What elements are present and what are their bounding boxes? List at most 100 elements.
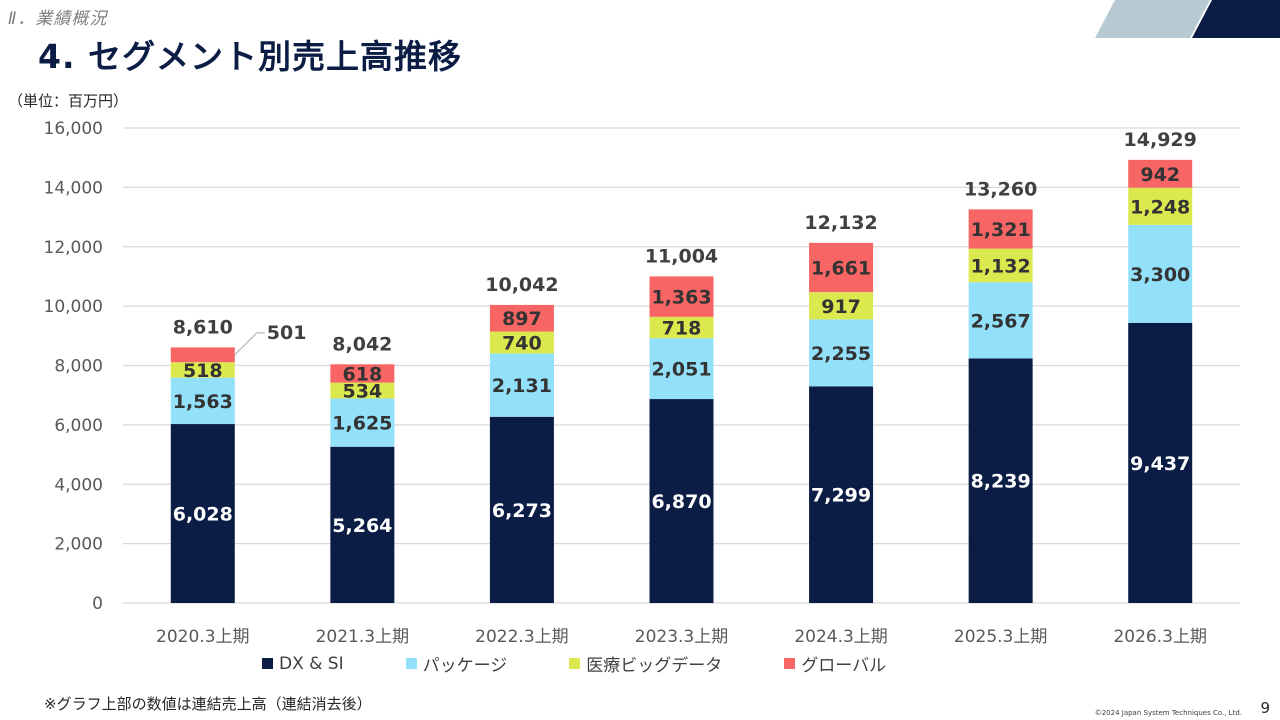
legend-label: 医療ビッグデータ	[586, 656, 723, 676]
data-label: 9,437	[1130, 453, 1190, 475]
bar-segment-package	[649, 338, 714, 400]
data-label: 1,661	[811, 257, 871, 279]
legend-swatch	[569, 658, 581, 669]
data-label: 2,567	[971, 310, 1031, 332]
data-label: 534	[343, 381, 383, 403]
page-title: 4. セグメント別売上高推移	[38, 37, 462, 76]
bar-segment-medical	[1128, 187, 1193, 225]
bar-segment-global	[170, 347, 235, 363]
data-label: 6,870	[651, 491, 711, 513]
y-tick-label: 6,000	[54, 416, 103, 436]
legend-label: パッケージ	[422, 656, 508, 676]
legend-swatch	[784, 658, 796, 669]
bar-segment-medical	[330, 382, 395, 399]
bar-segment-global	[809, 242, 874, 293]
data-label: 6,028	[173, 504, 233, 526]
data-label: 2,051	[651, 359, 711, 381]
y-tick-label: 12,000	[44, 238, 103, 258]
bar-segment-global	[1128, 159, 1193, 188]
total-label: 11,004	[645, 245, 718, 267]
y-tick-label: 14,000	[44, 178, 103, 198]
callout-label: 501	[267, 322, 307, 344]
data-label: 8,239	[971, 471, 1031, 493]
total-label: 12,132	[804, 212, 877, 234]
bar-segment-dx_si	[968, 358, 1033, 603]
data-label: 1,563	[173, 391, 233, 413]
bar-segment-dx_si	[649, 399, 714, 603]
unit-label: （単位：百万円）	[8, 92, 129, 110]
legend-swatch	[262, 658, 273, 669]
bar-segment-dx_si	[489, 416, 554, 603]
x-tick-label: 2023.3上期	[635, 627, 728, 647]
legend-swatch	[405, 658, 417, 669]
bar-segment-package	[1128, 224, 1193, 323]
bar-segment-global	[489, 304, 554, 332]
data-label: 917	[821, 296, 861, 318]
bar-segment-medical	[170, 362, 235, 378]
total-label: 10,042	[485, 274, 558, 296]
data-label: 942	[1140, 164, 1180, 186]
bar-segment-package	[968, 282, 1033, 359]
total-label: 14,929	[1124, 129, 1197, 151]
deco-dark-stripe	[1192, 0, 1280, 38]
bar-segment-global	[968, 209, 1033, 249]
data-label: 6,273	[492, 500, 552, 522]
bar-segment-package	[809, 319, 874, 387]
y-tick-label: 2,000	[54, 535, 103, 555]
legend-item-medical: 医療ビッグデータ	[569, 651, 722, 676]
data-label: 718	[662, 318, 702, 340]
y-tick-label: 10,000	[44, 297, 103, 317]
data-label: 3,300	[1130, 264, 1190, 286]
legend-label: DX & SI	[279, 653, 344, 674]
y-tick-label: 4,000	[54, 475, 103, 495]
total-label: 13,260	[964, 178, 1037, 200]
data-label: 897	[502, 308, 542, 330]
bar-segment-medical	[968, 248, 1033, 283]
corner-decoration	[1095, 0, 1280, 38]
x-tick-label: 2022.3上期	[475, 627, 568, 647]
x-tick-label: 2025.3上期	[954, 627, 1047, 647]
data-label: 5,264	[332, 515, 392, 537]
y-tick-label: 0	[92, 594, 103, 614]
data-label: 2,255	[811, 343, 871, 365]
page-number: 9	[1260, 699, 1270, 717]
y-tick-label: 16,000	[44, 119, 103, 139]
data-label: 1,132	[971, 255, 1031, 277]
callout-leader-line	[234, 332, 265, 356]
legend-item-package: パッケージ	[405, 651, 508, 676]
x-tick-label: 2021.3上期	[316, 627, 409, 647]
bar-segment-medical	[489, 331, 554, 354]
x-tick-label: 2020.3上期	[156, 627, 249, 647]
bar-segment-medical	[649, 316, 714, 339]
data-label: 1,625	[332, 413, 392, 435]
bar-segment-dx_si	[809, 386, 874, 603]
copyright: ©2024 Japan System Techniques Co., Ltd.	[1094, 709, 1242, 717]
legend-item-dx_si: DX & SI	[262, 651, 344, 676]
data-label: 7,299	[811, 485, 871, 507]
deco-light-stripe	[1095, 0, 1210, 38]
y-tick-label: 8,000	[54, 357, 103, 377]
data-label: 1,363	[651, 287, 711, 309]
data-label: 518	[183, 360, 223, 382]
bar-segment-global	[649, 276, 714, 317]
data-label: 2,131	[492, 375, 552, 397]
legend-label: グローバル	[801, 656, 887, 676]
data-label: 1,321	[971, 219, 1031, 241]
chart-legend: DX & SI パッケージ 医療ビッグデータ グローバル	[262, 651, 948, 676]
data-label: 740	[502, 333, 542, 355]
x-tick-label: 2026.3上期	[1113, 627, 1206, 647]
bar-segment-package	[170, 377, 235, 425]
legend-item-global: グローバル	[784, 651, 886, 676]
bar-segment-medical	[809, 292, 874, 320]
bar-segment-global	[330, 364, 395, 383]
total-label: 8,610	[173, 316, 233, 338]
data-label: 618	[343, 363, 383, 385]
x-tick-label: 2024.3上期	[794, 627, 887, 647]
total-label: 8,042	[332, 333, 392, 355]
bar-segment-dx_si	[330, 446, 395, 603]
data-label: 1,248	[1130, 196, 1190, 218]
bar-segment-package	[330, 398, 395, 447]
bar-segment-package	[489, 353, 554, 417]
footnote: ※グラフ上部の数値は連結売上高（連結消去後）	[44, 695, 372, 713]
